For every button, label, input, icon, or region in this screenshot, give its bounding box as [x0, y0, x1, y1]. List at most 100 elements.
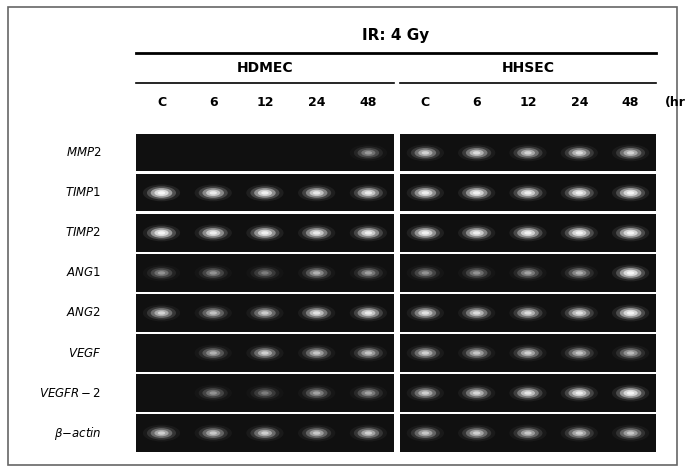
Ellipse shape: [147, 307, 176, 319]
Ellipse shape: [361, 190, 375, 196]
Ellipse shape: [564, 187, 594, 199]
Ellipse shape: [521, 150, 535, 156]
Ellipse shape: [254, 428, 276, 438]
Ellipse shape: [419, 230, 432, 236]
Ellipse shape: [358, 388, 379, 398]
Ellipse shape: [158, 431, 165, 435]
Ellipse shape: [206, 190, 221, 196]
Ellipse shape: [254, 308, 276, 318]
Ellipse shape: [422, 391, 429, 395]
Ellipse shape: [422, 231, 429, 235]
Ellipse shape: [258, 430, 272, 436]
Text: 48: 48: [360, 96, 377, 109]
Ellipse shape: [616, 387, 645, 399]
Ellipse shape: [612, 305, 649, 321]
Bar: [136, 174, 395, 211]
Ellipse shape: [251, 347, 279, 359]
Ellipse shape: [623, 430, 638, 436]
Bar: [136, 294, 395, 332]
Ellipse shape: [306, 348, 327, 358]
Ellipse shape: [407, 185, 444, 201]
Ellipse shape: [298, 225, 335, 241]
Ellipse shape: [514, 387, 543, 399]
Ellipse shape: [251, 387, 279, 399]
Ellipse shape: [517, 348, 539, 358]
Ellipse shape: [199, 427, 227, 439]
Ellipse shape: [411, 387, 440, 399]
Ellipse shape: [361, 430, 375, 436]
Ellipse shape: [575, 391, 583, 395]
Ellipse shape: [195, 225, 232, 241]
Ellipse shape: [251, 227, 279, 239]
Ellipse shape: [298, 185, 335, 201]
Ellipse shape: [302, 347, 331, 359]
Ellipse shape: [202, 428, 224, 438]
Ellipse shape: [202, 228, 224, 238]
Ellipse shape: [521, 390, 535, 396]
Ellipse shape: [158, 271, 165, 275]
Ellipse shape: [564, 146, 594, 159]
Ellipse shape: [254, 268, 276, 278]
Ellipse shape: [143, 305, 180, 321]
Ellipse shape: [462, 387, 491, 399]
Ellipse shape: [572, 350, 586, 356]
Ellipse shape: [407, 305, 444, 321]
Ellipse shape: [202, 188, 224, 198]
Text: 12: 12: [256, 96, 274, 109]
Ellipse shape: [419, 390, 432, 396]
Ellipse shape: [258, 310, 272, 316]
Ellipse shape: [411, 187, 440, 199]
Bar: [400, 214, 656, 252]
Ellipse shape: [510, 225, 547, 241]
Ellipse shape: [261, 191, 269, 195]
Ellipse shape: [354, 146, 383, 159]
Ellipse shape: [564, 427, 594, 439]
Ellipse shape: [364, 431, 372, 435]
Ellipse shape: [206, 390, 221, 396]
Ellipse shape: [627, 391, 634, 395]
Ellipse shape: [411, 307, 440, 319]
Ellipse shape: [620, 308, 641, 318]
Ellipse shape: [313, 351, 321, 355]
Bar: [400, 334, 656, 372]
Ellipse shape: [510, 385, 547, 401]
Ellipse shape: [154, 310, 169, 316]
Ellipse shape: [354, 187, 383, 199]
Ellipse shape: [575, 191, 583, 195]
Ellipse shape: [302, 187, 331, 199]
Ellipse shape: [202, 268, 224, 278]
Ellipse shape: [364, 391, 372, 395]
Ellipse shape: [627, 191, 634, 195]
Bar: [400, 254, 656, 292]
Ellipse shape: [560, 265, 598, 281]
Ellipse shape: [517, 228, 539, 238]
Ellipse shape: [572, 270, 586, 276]
Ellipse shape: [143, 225, 180, 241]
Ellipse shape: [458, 265, 495, 281]
Ellipse shape: [521, 310, 535, 316]
Ellipse shape: [564, 227, 594, 239]
Ellipse shape: [458, 385, 495, 401]
Ellipse shape: [361, 150, 375, 156]
Ellipse shape: [462, 347, 491, 359]
Ellipse shape: [147, 227, 176, 239]
Ellipse shape: [261, 391, 269, 395]
Ellipse shape: [364, 351, 372, 355]
Ellipse shape: [247, 345, 284, 361]
Ellipse shape: [517, 308, 539, 318]
Ellipse shape: [524, 271, 532, 275]
Ellipse shape: [354, 427, 383, 439]
Ellipse shape: [350, 345, 387, 361]
Ellipse shape: [210, 271, 217, 275]
Ellipse shape: [151, 188, 173, 198]
Ellipse shape: [354, 387, 383, 399]
Ellipse shape: [310, 230, 324, 236]
Ellipse shape: [616, 347, 645, 359]
Ellipse shape: [521, 230, 535, 236]
Ellipse shape: [358, 308, 379, 318]
Ellipse shape: [195, 425, 232, 441]
FancyBboxPatch shape: [8, 7, 677, 465]
Ellipse shape: [575, 231, 583, 235]
Ellipse shape: [251, 267, 279, 279]
Ellipse shape: [470, 430, 484, 436]
